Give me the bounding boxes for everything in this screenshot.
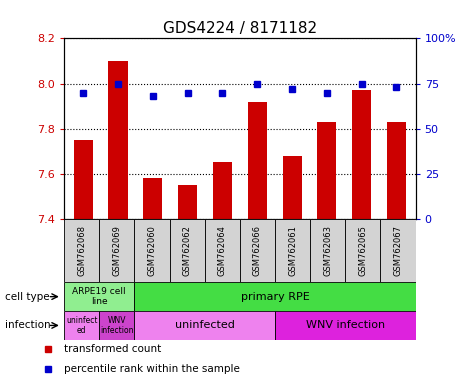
Bar bbox=[275, 219, 310, 282]
Bar bbox=[387, 122, 406, 219]
Text: WNV infection: WNV infection bbox=[306, 320, 385, 331]
Bar bbox=[275, 311, 416, 340]
Bar bbox=[143, 178, 162, 219]
Text: ARPE19 cell
line: ARPE19 cell line bbox=[73, 287, 126, 306]
Text: GSM762061: GSM762061 bbox=[288, 225, 297, 276]
Bar bbox=[247, 102, 267, 219]
Text: primary RPE: primary RPE bbox=[241, 291, 309, 302]
Text: infection: infection bbox=[5, 320, 50, 331]
Text: uninfected: uninfected bbox=[175, 320, 235, 331]
Bar bbox=[134, 311, 275, 340]
Text: GSM762060: GSM762060 bbox=[148, 225, 156, 276]
Text: WNV
infection: WNV infection bbox=[100, 316, 133, 335]
Bar bbox=[74, 140, 93, 219]
Text: GSM762066: GSM762066 bbox=[253, 225, 262, 276]
Bar bbox=[64, 311, 99, 340]
Text: GSM762062: GSM762062 bbox=[183, 225, 191, 276]
Text: GSM762069: GSM762069 bbox=[113, 225, 121, 276]
Text: GSM762068: GSM762068 bbox=[77, 225, 86, 276]
Text: cell type: cell type bbox=[5, 291, 49, 302]
Text: GSM762063: GSM762063 bbox=[323, 225, 332, 276]
Bar bbox=[283, 156, 302, 219]
Bar bbox=[205, 219, 240, 282]
Bar bbox=[99, 219, 134, 282]
Bar bbox=[345, 219, 380, 282]
Bar bbox=[134, 282, 416, 311]
Bar bbox=[170, 219, 205, 282]
Bar bbox=[213, 162, 232, 219]
Bar bbox=[380, 219, 416, 282]
Text: uninfect
ed: uninfect ed bbox=[66, 316, 97, 335]
Text: GSM762064: GSM762064 bbox=[218, 225, 227, 276]
Title: GDS4224 / 8171182: GDS4224 / 8171182 bbox=[163, 21, 317, 36]
Bar bbox=[240, 219, 275, 282]
Text: percentile rank within the sample: percentile rank within the sample bbox=[64, 364, 240, 374]
Bar bbox=[310, 219, 345, 282]
Bar bbox=[108, 61, 128, 219]
Bar bbox=[134, 219, 170, 282]
Text: transformed count: transformed count bbox=[64, 344, 162, 354]
Bar bbox=[352, 90, 371, 219]
Bar bbox=[317, 122, 336, 219]
Bar bbox=[99, 311, 134, 340]
Text: GSM762065: GSM762065 bbox=[359, 225, 367, 276]
Text: GSM762067: GSM762067 bbox=[394, 225, 402, 276]
Bar bbox=[64, 282, 134, 311]
Bar bbox=[178, 185, 197, 219]
Bar bbox=[64, 219, 99, 282]
